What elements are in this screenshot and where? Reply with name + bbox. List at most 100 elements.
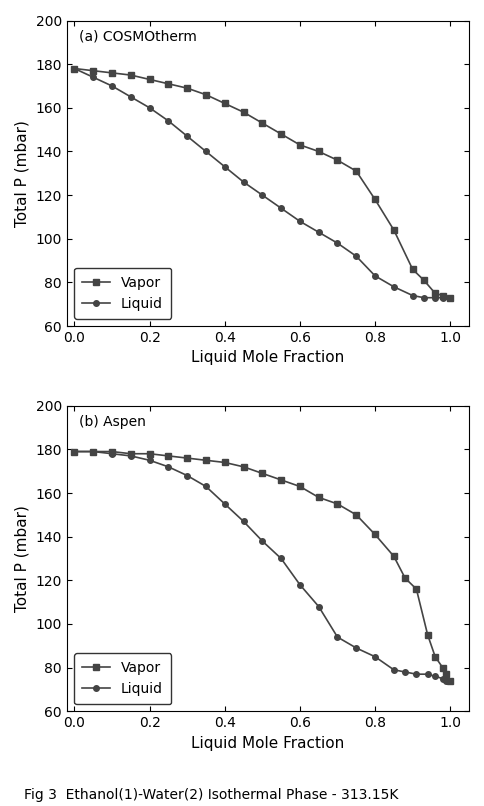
液相: [402, 667, 408, 677]
汽相: [72, 64, 77, 73]
液相: [278, 554, 284, 563]
液相: [91, 73, 96, 82]
汽相: [166, 79, 171, 89]
Y-axis label: Total P (mbar): Total P (mbar): [15, 505, 30, 612]
液相: [203, 147, 209, 156]
液相: [297, 580, 303, 589]
液相: [432, 293, 438, 302]
汽相: [372, 194, 378, 204]
液相: [72, 447, 77, 456]
汽相: [410, 264, 416, 274]
汽相: [334, 156, 340, 165]
液相: [241, 177, 246, 187]
液相: [440, 674, 446, 683]
汽相: [184, 453, 190, 463]
汽相: [402, 573, 408, 583]
液相: [109, 449, 115, 459]
液相: [421, 293, 427, 302]
液相: [222, 499, 227, 509]
汽相: [353, 166, 359, 176]
汽相: [109, 68, 115, 77]
汽相: [447, 293, 453, 302]
汽相: [421, 276, 427, 285]
汽相: [334, 499, 340, 509]
汽相: [278, 129, 284, 139]
液相: [391, 665, 397, 675]
Legend: Vapor, Liquid: Vapor, Liquid: [74, 653, 171, 704]
汽相: [259, 118, 265, 128]
Legend: Vapor, Liquid: Vapor, Liquid: [74, 268, 171, 319]
液相: [147, 455, 152, 465]
液相: [316, 227, 321, 237]
液相: [128, 451, 134, 461]
液相: [432, 671, 438, 681]
Text: Fig 3  Ethanol(1)-Water(2) Isothermal Phase - 313.15K: Fig 3 Ethanol(1)-Water(2) Isothermal Pha…: [24, 788, 399, 802]
汽相: [241, 107, 246, 117]
Line: 汽相: 汽相: [72, 66, 453, 301]
汽相: [147, 449, 152, 459]
汽相: [413, 584, 419, 594]
汽相: [166, 451, 171, 461]
液相: [391, 282, 397, 292]
Text: (b) Aspen: (b) Aspen: [79, 415, 146, 429]
汽相: [109, 447, 115, 456]
液相: [166, 116, 171, 126]
Y-axis label: Total P (mbar): Total P (mbar): [15, 120, 30, 226]
液相: [91, 447, 96, 456]
汽相: [353, 510, 359, 520]
液相: [447, 293, 453, 302]
汽相: [391, 225, 397, 235]
汽相: [222, 458, 227, 467]
X-axis label: Liquid Mole Fraction: Liquid Mole Fraction: [191, 736, 345, 750]
液相: [128, 92, 134, 102]
Line: 液相: 液相: [72, 449, 453, 683]
汽相: [128, 70, 134, 80]
汽相: [203, 90, 209, 100]
液相: [166, 462, 171, 472]
液相: [241, 517, 246, 526]
液相: [440, 293, 446, 302]
液相: [372, 271, 378, 280]
液相: [443, 676, 449, 686]
汽相: [259, 468, 265, 478]
Line: 液相: 液相: [72, 66, 453, 301]
汽相: [425, 630, 431, 640]
液相: [447, 676, 453, 686]
汽相: [128, 449, 134, 459]
汽相: [447, 676, 453, 686]
汽相: [72, 447, 77, 456]
液相: [353, 251, 359, 261]
汽相: [316, 147, 321, 156]
汽相: [241, 462, 246, 472]
液相: [297, 217, 303, 226]
汽相: [440, 663, 446, 672]
汽相: [432, 289, 438, 298]
液相: [259, 190, 265, 200]
液相: [353, 643, 359, 653]
汽相: [391, 551, 397, 561]
汽相: [297, 140, 303, 150]
液相: [222, 162, 227, 172]
液相: [259, 536, 265, 546]
汽相: [203, 455, 209, 465]
液相: [425, 669, 431, 679]
液相: [413, 669, 419, 679]
汽相: [316, 492, 321, 502]
液相: [147, 103, 152, 113]
液相: [372, 652, 378, 662]
Text: (a) COSMOtherm: (a) COSMOtherm: [79, 30, 197, 44]
液相: [184, 471, 190, 480]
汽相: [91, 66, 96, 76]
Line: 汽相: 汽相: [72, 449, 453, 683]
液相: [72, 64, 77, 73]
汽相: [222, 98, 227, 108]
液相: [410, 291, 416, 301]
汽相: [297, 482, 303, 492]
液相: [334, 239, 340, 248]
汽相: [443, 669, 449, 679]
汽相: [432, 652, 438, 662]
液相: [109, 81, 115, 91]
液相: [184, 131, 190, 141]
汽相: [372, 530, 378, 539]
液相: [334, 632, 340, 642]
